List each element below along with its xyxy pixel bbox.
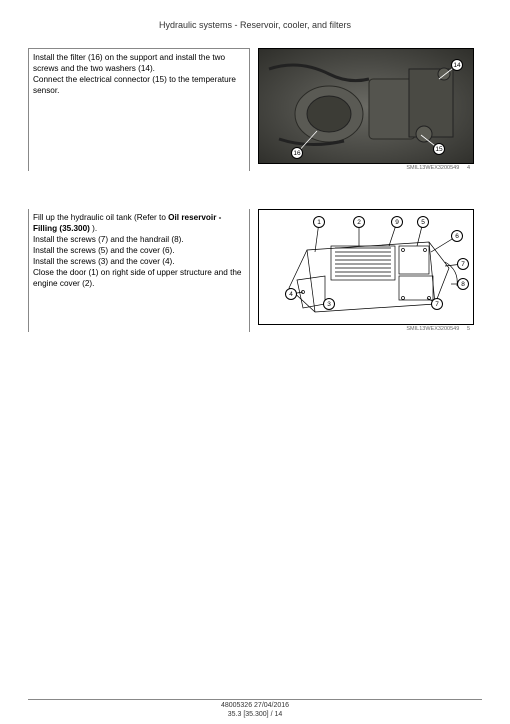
figure-2-caption-left: SMIL13WEX3200549 [406, 326, 459, 332]
step2-line1a: Fill up the hydraulic oil tank (Refer to [33, 213, 168, 222]
step-block-1: Install the filter (16) on the support a… [28, 48, 482, 171]
callout-b1: 1 [313, 216, 325, 228]
step-text-1: Install the filter (16) on the support a… [28, 48, 250, 171]
callout-b7b: 7 [431, 298, 443, 310]
step1-line2: Connect the electrical connector (15) to… [33, 74, 245, 96]
figure-1-caption-right: 4 [467, 165, 470, 171]
callout-b7a: 7 [457, 258, 469, 270]
callout-14: 14 [451, 59, 463, 71]
callout-16: 16 [291, 147, 303, 159]
figure-2-frame: 1 2 9 5 6 7 8 7 3 4 [258, 209, 474, 325]
step1-line1: Install the filter (16) on the support a… [33, 52, 245, 74]
callout-b6: 6 [451, 230, 463, 242]
step2-line4: Install the screws (3) and the cover (4)… [33, 256, 245, 267]
footer-pageref: 35.3 [35.300] / 14 [0, 711, 510, 718]
step2-line1b: ). [90, 224, 97, 233]
callout-15: 15 [433, 143, 445, 155]
figure-2: 1 2 9 5 6 7 8 7 3 4 SMIL13WEX3200549 5 [258, 209, 474, 332]
callout-b3: 3 [323, 298, 335, 310]
page-content: Hydraulic systems - Reservoir, cooler, a… [0, 0, 510, 332]
section-title: Hydraulic systems - Reservoir, cooler, a… [28, 20, 482, 30]
step2-line3: Install the screws (5) and the cover (6)… [33, 245, 245, 256]
figure-1: 14 15 16 SMIL13WEX3200549 4 [258, 48, 474, 171]
footer-docid: 48005326 27/04/2016 [28, 699, 482, 709]
callout-b8: 8 [457, 278, 469, 290]
callout-b4: 4 [285, 288, 297, 300]
page-footer: 48005326 27/04/2016 35.3 [35.300] / 14 [0, 699, 510, 724]
figure-1-frame: 14 15 16 [258, 48, 474, 164]
figure-2-lineart [259, 210, 474, 325]
figure-1-caption: SMIL13WEX3200549 4 [258, 165, 474, 171]
step-block-2: Fill up the hydraulic oil tank (Refer to… [28, 209, 482, 332]
figure-1-caption-left: SMIL13WEX3200549 [406, 165, 459, 171]
callout-b2: 2 [353, 216, 365, 228]
callout-b5: 5 [417, 216, 429, 228]
step2-line2: Install the screws (7) and the handrail … [33, 234, 245, 245]
step-text-2: Fill up the hydraulic oil tank (Refer to… [28, 209, 250, 332]
figure-2-caption-right: 5 [467, 326, 470, 332]
figure-2-caption: SMIL13WEX3200549 5 [258, 326, 474, 332]
callout-b9: 9 [391, 216, 403, 228]
step2-line5: Close the door (1) on right side of uppe… [33, 267, 245, 289]
